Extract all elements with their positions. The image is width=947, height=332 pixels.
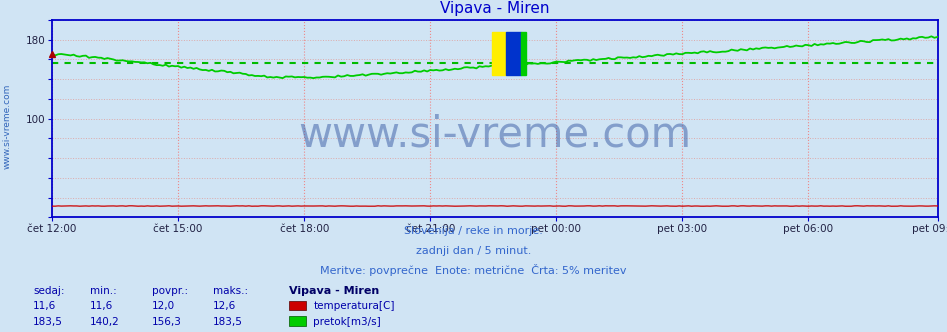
Text: Meritve: povprečne  Enote: metrične  Črta: 5% meritev: Meritve: povprečne Enote: metrične Črta:… (320, 264, 627, 276)
Text: povpr.:: povpr.: (152, 286, 188, 296)
Text: temperatura[C]: temperatura[C] (313, 301, 395, 311)
Title: Vipava - Miren: Vipava - Miren (440, 1, 549, 16)
Text: 11,6: 11,6 (33, 301, 57, 311)
Text: zadnji dan / 5 minut.: zadnji dan / 5 minut. (416, 246, 531, 256)
Text: Slovenija / reke in morje.: Slovenija / reke in morje. (404, 226, 543, 236)
Text: min.:: min.: (90, 286, 116, 296)
Text: sedaj:: sedaj: (33, 286, 64, 296)
Text: 12,0: 12,0 (152, 301, 174, 311)
Text: 156,3: 156,3 (152, 317, 182, 327)
Bar (521, 32, 526, 75)
Text: www.si-vreme.com: www.si-vreme.com (298, 114, 691, 155)
Text: 183,5: 183,5 (213, 317, 243, 327)
Text: 12,6: 12,6 (213, 301, 237, 311)
Text: 11,6: 11,6 (90, 301, 114, 311)
Text: 140,2: 140,2 (90, 317, 119, 327)
Bar (492, 32, 507, 75)
Text: maks.:: maks.: (213, 286, 248, 296)
Text: Vipava - Miren: Vipava - Miren (289, 286, 379, 296)
Text: pretok[m3/s]: pretok[m3/s] (313, 317, 382, 327)
Text: www.si-vreme.com: www.si-vreme.com (3, 83, 12, 169)
Bar (507, 32, 521, 75)
Text: 183,5: 183,5 (33, 317, 63, 327)
